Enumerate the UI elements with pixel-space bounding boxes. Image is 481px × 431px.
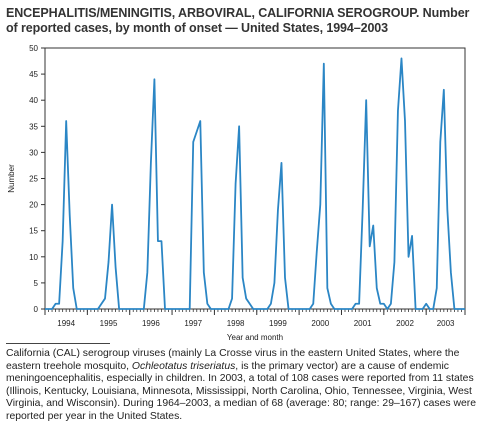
chart-title: ENCEPHALITIS/MENINGITIS, ARBOVIRAL, CALI… (6, 6, 470, 35)
y-tick-label: 45 (29, 70, 38, 79)
x-tick-label: 2001 (354, 319, 372, 328)
caption-text-part1: California (CAL) serogroup viruses (main… (6, 348, 460, 372)
x-tick-label: 2000 (311, 319, 329, 328)
x-axis-label: Year and month (227, 333, 283, 340)
y-tick-label: 50 (29, 44, 38, 53)
x-tick-label: 1995 (100, 319, 118, 328)
y-tick-label: 15 (29, 227, 38, 236)
y-tick-label: 20 (29, 201, 38, 210)
series-line (45, 57, 465, 310)
y-tick-label: 40 (29, 96, 38, 105)
y-tick-label: 10 (29, 253, 38, 262)
footnote-divider (6, 343, 110, 344)
y-tick-label: 35 (29, 122, 38, 131)
x-tick-label: 1996 (142, 319, 160, 328)
y-axis-label: Number (7, 164, 16, 193)
x-tick-label: 2002 (396, 319, 414, 328)
y-tick-label: 30 (29, 148, 38, 157)
y-tick-label: 5 (34, 279, 39, 288)
x-tick-label: 1997 (184, 319, 202, 328)
x-tick-label: 1994 (57, 319, 75, 328)
y-tick-label: 0 (34, 305, 39, 314)
x-tick-label: 1999 (269, 319, 287, 328)
caption-species-name: Ochleotatus triseriatus (131, 360, 236, 372)
line-chart: 0 5 10 15 20 25 30 35 40 45 50 1994 1995 1996 1997 1998… (7, 44, 466, 340)
y-tick-label: 25 (29, 175, 38, 184)
x-tick-label: 2003 (437, 319, 455, 328)
x-tick-label: 1998 (227, 319, 245, 328)
chart-caption: California (CAL) serogroup viruses (main… (6, 348, 478, 424)
caption-text-part2: , is the primary vector) are a cause of … (6, 360, 476, 422)
